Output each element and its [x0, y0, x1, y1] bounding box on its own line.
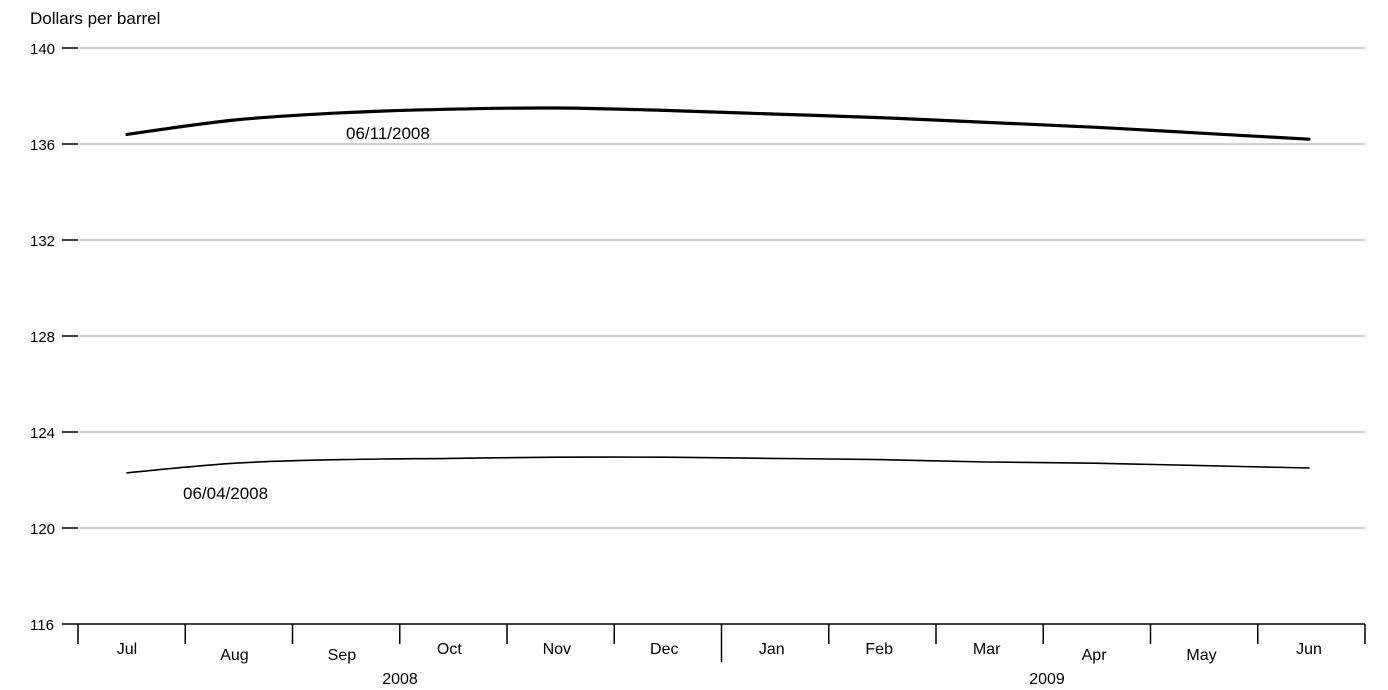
x-tick-label: Oct — [437, 641, 462, 658]
x-tick-label: May — [1186, 647, 1216, 664]
x-tick-label: Jan — [759, 641, 785, 658]
x-year-label: 2008 — [382, 671, 418, 688]
series-line — [126, 456, 1310, 474]
y-tick-label: 116 — [30, 617, 54, 634]
x-tick-label: Apr — [1082, 647, 1108, 664]
series-lines — [125, 106, 1311, 474]
series-line — [125, 106, 1311, 141]
x-tick-label: Dec — [650, 641, 678, 658]
x-tick-label: Feb — [865, 641, 893, 658]
x-tick-label: Nov — [543, 641, 571, 658]
y-tick-label: 132 — [30, 233, 55, 250]
series-label: 06/11/2008 — [346, 124, 430, 143]
series-label: 06/04/2008 — [183, 484, 268, 503]
y-axis-label: Dollars per barrel — [30, 9, 161, 28]
gridlines — [78, 47, 1365, 529]
x-tick-label: Sep — [328, 647, 357, 664]
x-tick-label: Jul — [117, 641, 137, 658]
y-tick-label: 128 — [30, 329, 55, 346]
x-tick-label: Mar — [973, 641, 1001, 658]
x-axis: Jul Aug Sep Oct Nov Dec Jan Feb Mar Apr May Jun 2008… — [77, 623, 1366, 688]
y-tick-label: 124 — [30, 425, 55, 442]
x-tick-label: Jun — [1296, 641, 1322, 658]
x-tick-label: Aug — [220, 647, 248, 664]
y-tick-label: 136 — [30, 137, 55, 154]
series-labels: 06/11/2008 06/04/2008 — [183, 124, 430, 503]
y-tick-label: 140 — [30, 41, 55, 58]
y-tick-label: 120 — [30, 521, 55, 538]
y-axis: 116 120 124 128 132 136 140 — [30, 41, 78, 634]
x-year-label: 2009 — [1029, 671, 1065, 688]
